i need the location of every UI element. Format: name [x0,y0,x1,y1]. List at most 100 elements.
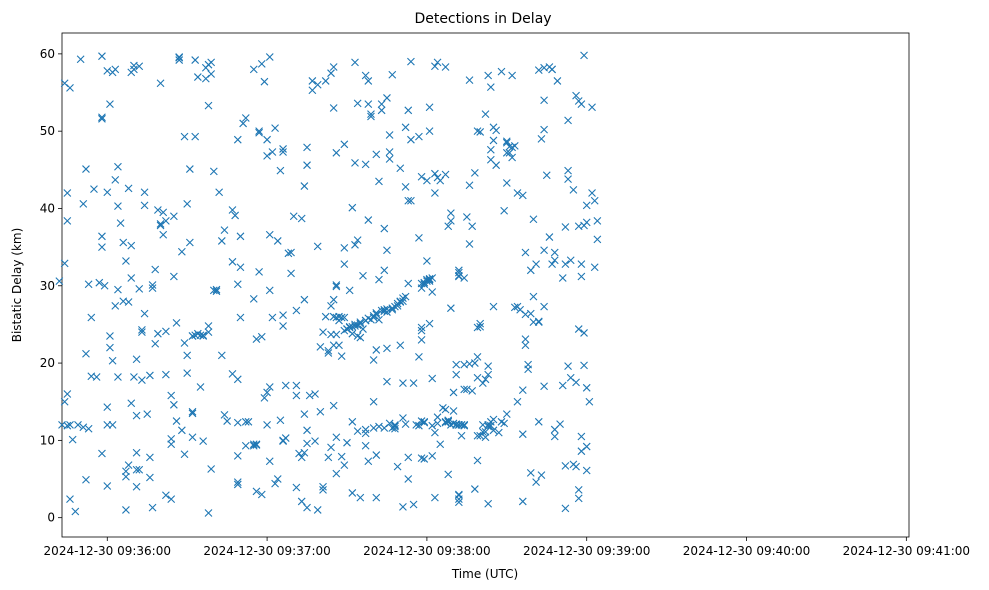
data-point [74,421,82,429]
data-point [454,498,463,507]
data-point [167,440,176,449]
data-point [518,430,527,439]
data-point [148,281,157,289]
chart-title: Detections in Delay [414,11,551,27]
data-point [420,455,429,463]
x-tick-label: 2024-12-30 09:37:00 [203,544,330,558]
data-point [385,155,394,163]
data-point [572,378,580,387]
data-point [388,70,397,79]
data-point [233,480,242,489]
data-point [76,55,85,64]
data-point [383,344,391,353]
data-point [582,218,591,227]
data-point [183,351,192,360]
data-point [415,353,423,361]
data-point [572,462,580,471]
data-point [271,479,279,488]
data-point [303,439,311,448]
data-point [236,232,245,241]
data-point [556,420,564,429]
data-point [183,369,192,378]
data-point [502,179,511,187]
data-point [327,69,335,78]
data-point [279,311,287,320]
data-point [188,433,197,442]
data-point [404,453,413,462]
data-point [372,493,381,502]
data-point [513,397,522,406]
data-point [375,315,383,324]
data-point [364,100,373,109]
x-tick-label: 2024-12-30 09:41:00 [843,544,970,558]
data-point [276,416,285,425]
data-point [249,440,258,449]
data-point [564,166,572,175]
data-point [428,451,437,460]
data-point [431,493,439,502]
data-point [484,499,493,508]
data-point [369,356,378,364]
data-point [473,127,482,136]
data-point [436,440,445,449]
data-point [351,58,359,67]
data-point [540,96,548,105]
data-point [220,226,229,235]
data-point [279,145,287,153]
data-point [122,257,130,265]
data-point [140,188,149,197]
data-point [486,145,495,154]
data-point [409,500,418,509]
data-point [431,189,439,197]
data-point [169,400,178,409]
data-point [473,431,482,440]
data-point [217,351,226,360]
data-point [494,428,503,437]
data-point [122,506,130,514]
data-point [316,407,325,416]
data-point [521,335,530,343]
data-point [372,150,381,159]
data-point [396,164,405,173]
data-point [233,135,242,144]
data-point [161,491,170,500]
data-point [417,323,426,332]
data-point [169,212,178,221]
data-point [486,83,495,91]
data-point [337,352,346,361]
data-point [407,135,415,144]
data-point [263,135,271,144]
data-point [100,281,109,290]
data-point [303,426,311,435]
data-point [489,302,498,311]
data-point [380,266,389,275]
data-point [548,260,556,269]
data-point [465,76,474,85]
x-tick-label: 2024-12-30 09:38:00 [363,544,490,558]
data-point [540,302,548,311]
data-point [228,257,237,266]
data-point [577,100,586,109]
data-point [321,77,330,85]
data-points [55,51,602,517]
data-point [276,166,285,175]
data-point [452,370,461,379]
data-point [172,318,181,327]
data-point [407,196,415,205]
data-point [401,420,410,429]
data-point [383,94,391,102]
data-point [550,248,559,257]
data-point [332,148,341,157]
data-point [465,181,474,190]
data-point [138,325,146,334]
data-point [329,295,338,304]
data-point [446,216,455,225]
data-point [417,454,426,463]
data-point [431,62,439,71]
data-point [108,421,117,429]
data-point [303,503,311,512]
data-point [454,271,463,280]
data-point [114,285,122,294]
data-point [132,355,141,364]
data-point [569,186,578,194]
